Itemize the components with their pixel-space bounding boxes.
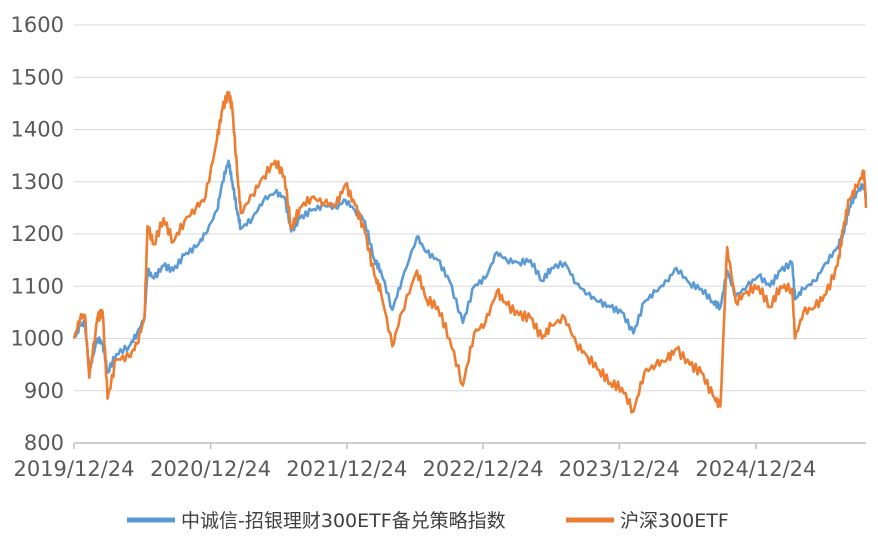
- legend-label-2: 沪深300ETF: [620, 510, 729, 532]
- x-tick-label: 2019/12/24: [13, 457, 134, 481]
- y-tick-label: 1200: [11, 222, 64, 246]
- legend-label-1: 中诚信-招银理财300ETF备兑策略指数: [181, 510, 506, 532]
- x-axis: 2019/12/24 2020/12/24 2021/12/24 2022/12/24…: [13, 442, 866, 481]
- y-tick-label: 1300: [11, 170, 64, 194]
- series-lines: [72, 90, 868, 414]
- x-tick-label: 2022/12/24: [423, 457, 544, 481]
- legend: 中诚信-招银理财300ETF备兑策略指数 沪深300ETF: [127, 510, 729, 532]
- grid-lines: [74, 24, 866, 392]
- y-tick-label: 1400: [11, 118, 64, 142]
- x-tick-label: 2021/12/24: [286, 457, 407, 481]
- y-tick-label: 800: [24, 431, 64, 455]
- y-tick-label: 900: [24, 379, 64, 403]
- series-line-2: [72, 90, 868, 414]
- y-tick-label: 1100: [11, 274, 64, 298]
- x-tick-label: 2024/12/24: [695, 457, 816, 481]
- x-tick-label: 2020/12/24: [150, 457, 271, 481]
- y-tick-label: 1000: [11, 327, 64, 351]
- y-tick-label: 1600: [11, 13, 64, 37]
- y-tick-label: 1500: [11, 65, 64, 89]
- series-line-1: [72, 159, 868, 374]
- y-axis: 800 900 1000 1100 1200 1300 1400 1500 1600: [11, 13, 64, 455]
- x-tick-label: 2023/12/24: [559, 457, 680, 481]
